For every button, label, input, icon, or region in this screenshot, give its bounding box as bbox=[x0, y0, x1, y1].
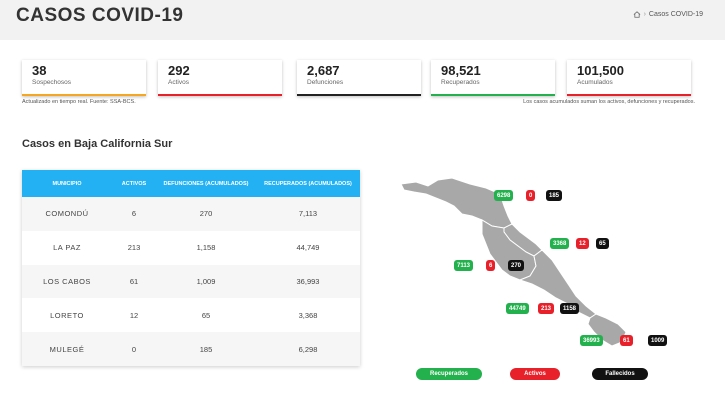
table-body: COMONDÚ 6 270 7,113 LA PAZ 213 1,158 44,… bbox=[22, 197, 360, 366]
column-header-recuperados: RECUPERADOS (ACUMULADOS) bbox=[264, 180, 352, 187]
map-region-los-cabos[interactable] bbox=[587, 313, 627, 347]
stat-card-acumulados: 101,500 Acumulados bbox=[567, 60, 691, 96]
map-badge-lapaz-recuperados: 44749 bbox=[506, 303, 529, 314]
map-badge-lapaz-activos: 213 bbox=[538, 303, 555, 314]
map-badge-loscabos-fallecidos: 1009 bbox=[648, 335, 668, 346]
cases-table: MUNICIPIO ACTIVOS DEFUNCIONES (ACUMULADO… bbox=[22, 170, 360, 366]
stat-label: Acumulados bbox=[577, 79, 613, 86]
stat-value: 38 bbox=[32, 63, 47, 78]
stat-value: 98,521 bbox=[441, 63, 481, 78]
cell-municipio: LOS CABOS bbox=[43, 276, 91, 286]
map-region-la-paz[interactable] bbox=[518, 249, 597, 319]
table-header: MUNICIPIO ACTIVOS DEFUNCIONES (ACUMULADO… bbox=[22, 170, 360, 197]
stat-card-defunciones: 2,687 Defunciones bbox=[297, 60, 421, 96]
breadcrumb-current: Casos COVID-19 bbox=[648, 11, 703, 18]
map-badge-comondu-activos: 6 bbox=[486, 260, 496, 271]
map-badge-loreto-fallecidos: 65 bbox=[596, 238, 609, 249]
breadcrumb-separator: › bbox=[643, 11, 646, 18]
breadcrumb: › Casos COVID-19 bbox=[633, 11, 703, 18]
stat-label: Recuperados bbox=[441, 79, 480, 86]
cell-activos: 12 bbox=[129, 310, 139, 320]
map-badge-comondu-fallecidos: 270 bbox=[508, 260, 525, 271]
cell-activos: 61 bbox=[129, 276, 139, 286]
table-row: LOS CABOS 61 1,009 36,993 bbox=[22, 264, 360, 299]
cell-defunciones: 1,158 bbox=[196, 243, 216, 253]
cell-defunciones: 1,009 bbox=[196, 276, 216, 286]
column-header-defunciones: DEFUNCIONES (ACUMULADOS) bbox=[163, 180, 249, 187]
map-badge-loreto-recuperados: 3368 bbox=[550, 238, 570, 249]
stat-value: 292 bbox=[168, 63, 190, 78]
cell-activos: 0 bbox=[131, 344, 137, 354]
cell-defunciones: 270 bbox=[199, 209, 213, 219]
stat-card-activos: 292 Activos bbox=[158, 60, 282, 96]
legend-recuperados: Recuperados bbox=[416, 368, 482, 380]
stat-card-recuperados: 98,521 Recuperados bbox=[431, 60, 555, 96]
state-map-svg bbox=[400, 177, 627, 347]
map-badge-mulege-recuperados: 6298 bbox=[494, 190, 514, 201]
map-region-mulege[interactable] bbox=[400, 177, 513, 229]
cell-defunciones: 65 bbox=[201, 310, 211, 320]
cell-recuperados: 3,368 bbox=[298, 310, 318, 320]
table-row: MULEGÉ 0 185 6,298 bbox=[22, 332, 360, 366]
cell-recuperados: 6,298 bbox=[298, 344, 318, 354]
legend-activos: Activos bbox=[510, 368, 560, 380]
cell-recuperados: 44,749 bbox=[296, 243, 320, 253]
stat-card-sospechosos: 38 Sospechosos bbox=[22, 60, 146, 96]
page-header: CASOS COVID-19 › Casos COVID-19 bbox=[0, 0, 725, 40]
map-badge-loscabos-recuperados: 36993 bbox=[580, 335, 603, 346]
cell-municipio: MULEGÉ bbox=[49, 344, 85, 354]
section-title: Casos en Baja California Sur bbox=[22, 138, 173, 150]
cell-municipio: LA PAZ bbox=[53, 243, 81, 253]
home-icon[interactable] bbox=[633, 11, 641, 18]
cell-defunciones: 185 bbox=[199, 344, 213, 354]
stats-row: 38 Sospechosos 292 Activos 2,687 Defunci… bbox=[22, 60, 691, 96]
page-title: CASOS COVID-19 bbox=[16, 5, 184, 26]
cell-activos: 6 bbox=[131, 209, 137, 219]
map-badge-mulege-activos: 0 bbox=[526, 190, 536, 201]
accumulated-note: Los casos acumulados suman los activos, … bbox=[523, 99, 695, 105]
column-header-municipio: MUNICIPIO bbox=[52, 180, 82, 187]
stat-label: Defunciones bbox=[307, 79, 344, 86]
cell-municipio: LORETO bbox=[50, 310, 84, 320]
map-badge-lapaz-fallecidos: 1158 bbox=[560, 303, 580, 314]
cell-recuperados: 36,993 bbox=[296, 276, 320, 286]
update-note: Actualizado en tiempo real. Fuente: SSA-… bbox=[22, 99, 136, 105]
baja-california-sur-map: 6298 0 185 3368 12 65 7113 6 270 44749 2… bbox=[396, 176, 686, 356]
table-row: LORETO 12 65 3,368 bbox=[22, 298, 360, 332]
stat-label: Activos bbox=[168, 79, 189, 86]
legend-fallecidos: Fallecidos bbox=[592, 368, 648, 380]
cell-municipio: COMONDÚ bbox=[45, 209, 89, 219]
stat-label: Sospechosos bbox=[32, 79, 72, 86]
stat-value: 101,500 bbox=[577, 63, 624, 78]
table-row: LA PAZ 213 1,158 44,749 bbox=[22, 231, 360, 265]
column-header-activos: ACTIVOS bbox=[121, 180, 147, 187]
stat-value: 2,687 bbox=[307, 63, 340, 78]
cell-recuperados: 7,113 bbox=[298, 209, 318, 219]
map-badge-loreto-activos: 12 bbox=[576, 238, 589, 249]
table-row: COMONDÚ 6 270 7,113 bbox=[22, 197, 360, 231]
map-badge-mulege-fallecidos: 185 bbox=[546, 190, 563, 201]
map-badge-comondu-recuperados: 7113 bbox=[454, 260, 474, 271]
cell-activos: 213 bbox=[127, 243, 141, 253]
map-badge-loscabos-activos: 61 bbox=[620, 335, 633, 346]
